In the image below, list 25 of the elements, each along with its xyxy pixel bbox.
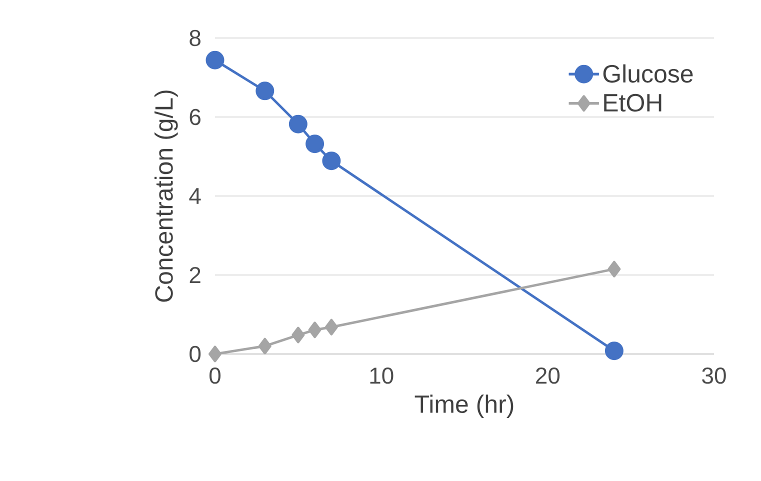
legend-label: EtOH [604,94,662,112]
x-tick-label: 10 [370,368,394,384]
point [322,152,341,170]
point [324,318,338,336]
x-axis-title: Time (hr) [414,394,514,418]
point [608,260,621,278]
y-tick-label: 8 [190,30,200,46]
y-axis-title: Concentration (g/L) [154,90,178,302]
point [256,82,274,100]
point [292,326,305,344]
point [206,50,224,70]
point [208,346,222,362]
y-tick-label: 2 [190,266,200,284]
y-tick-label: 0 [190,346,201,362]
y-tick-label: 4 [189,188,201,204]
legend-label: Glucose [603,64,693,83]
x-tick-label: 0 [210,368,221,384]
point [258,338,272,354]
x-tick-label: 30 [702,368,726,384]
point [308,322,322,338]
point [288,114,308,134]
y-tick-label: 6 [190,108,200,126]
x-tick-label: 20 [536,368,560,384]
point [306,134,324,154]
point [604,342,624,360]
